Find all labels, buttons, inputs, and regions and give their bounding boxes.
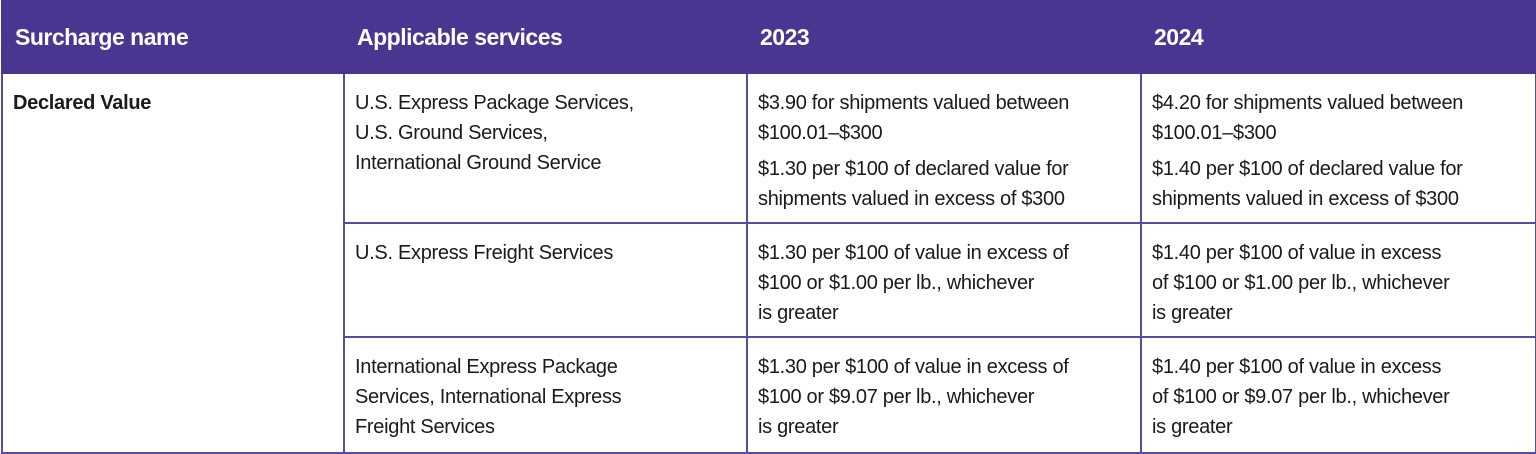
services-cell: U.S. Express Package Services, U.S. Groun…: [343, 72, 748, 224]
text-line: International Ground Service: [355, 152, 602, 174]
table-row: Declared Value U.S. Express Package Servi…: [1, 72, 1536, 454]
services-cell: International Express Package Services, I…: [343, 336, 748, 454]
text-line: $1.40 per $100 of value in excess: [1152, 242, 1442, 264]
paragraph: $3.90 for shipments valued between $100.0…: [758, 88, 1130, 148]
paragraph: $1.40 per $100 of value in excess of $100…: [1152, 238, 1525, 328]
text-line: International Express Package: [355, 356, 618, 378]
price-cell: $1.30 per $100 of value in excess of $100…: [746, 222, 1142, 338]
header-cell: 2024: [1140, 0, 1536, 74]
text-line: $3.90 for shipments valued between: [758, 92, 1070, 114]
text-line: U.S. Express Freight Services: [355, 242, 614, 264]
text-line: shipments valued in excess of $300: [1152, 188, 1459, 210]
text-line: U.S. Ground Services,: [355, 122, 548, 144]
paragraph: $4.20 for shipments valued between $100.0…: [1152, 88, 1525, 148]
text-line: Services, International Express: [355, 386, 622, 408]
text-line: $1.30 per $100 of declared value for: [758, 158, 1069, 180]
paragraph: $1.40 per $100 of declared value for ship…: [1152, 154, 1525, 214]
text-line: of $100 or $1.00 per lb., whichever: [1152, 272, 1450, 294]
text-line: $100.01–$300: [1152, 122, 1277, 144]
text-line: is greater: [758, 302, 839, 324]
header-cell: Applicable services: [343, 0, 748, 74]
text-line: is greater: [758, 416, 839, 438]
paragraph: $1.30 per $100 of declared value for ship…: [758, 154, 1130, 214]
paragraph: $1.30 per $100 of value in excess of $100…: [758, 352, 1130, 442]
text-line: $1.40 per $100 of value in excess: [1152, 356, 1442, 378]
header-cell: 2023: [746, 0, 1142, 74]
text-line: Freight Services: [355, 416, 495, 438]
text-line: $1.30 per $100 of value in excess of: [758, 242, 1069, 264]
header-row: Surcharge name Applicable services 2023 202…: [1, 0, 1536, 74]
text-line: $100 or $1.00 per lb., whichever: [758, 272, 1035, 294]
price-cell: $1.40 per $100 of value in excess of $100…: [1140, 336, 1536, 454]
price-cell: $3.90 for shipments valued between $100.0…: [746, 72, 1142, 224]
text-line: $1.30 per $100 of value in excess of: [758, 356, 1069, 378]
text-line: of $100 or $9.07 per lb., whichever: [1152, 386, 1450, 408]
paragraph: $1.30 per $100 of value in excess of $100…: [758, 238, 1130, 328]
text-line: is greater: [1152, 416, 1233, 438]
price-cell: $1.30 per $100 of value in excess of $100…: [746, 336, 1142, 454]
table-row: U.S. Express Freight Services $1.30 per $…: [2, 222, 1536, 338]
paragraph: $1.40 per $100 of value in excess of $100…: [1152, 352, 1525, 442]
table-row: International Express Package Services, I…: [2, 336, 1536, 454]
text-line: U.S. Express Package Services,: [355, 92, 634, 114]
header-cell: Surcharge name: [1, 0, 345, 74]
services-cell: U.S. Express Freight Services: [343, 222, 748, 338]
surcharge-name: Declared Value: [1, 72, 345, 454]
text-line: $100.01–$300: [758, 122, 883, 144]
text-line: $4.20 for shipments valued between: [1152, 92, 1464, 114]
text-line: is greater: [1152, 302, 1233, 324]
text-line: shipments valued in excess of $300: [758, 188, 1065, 210]
text-line: $100 or $9.07 per lb., whichever: [758, 386, 1035, 408]
price-cell: $1.40 per $100 of value in excess of $100…: [1140, 222, 1536, 338]
text-line: $1.40 per $100 of declared value for: [1152, 158, 1463, 180]
price-cell: $4.20 for shipments valued between $100.0…: [1140, 72, 1536, 224]
